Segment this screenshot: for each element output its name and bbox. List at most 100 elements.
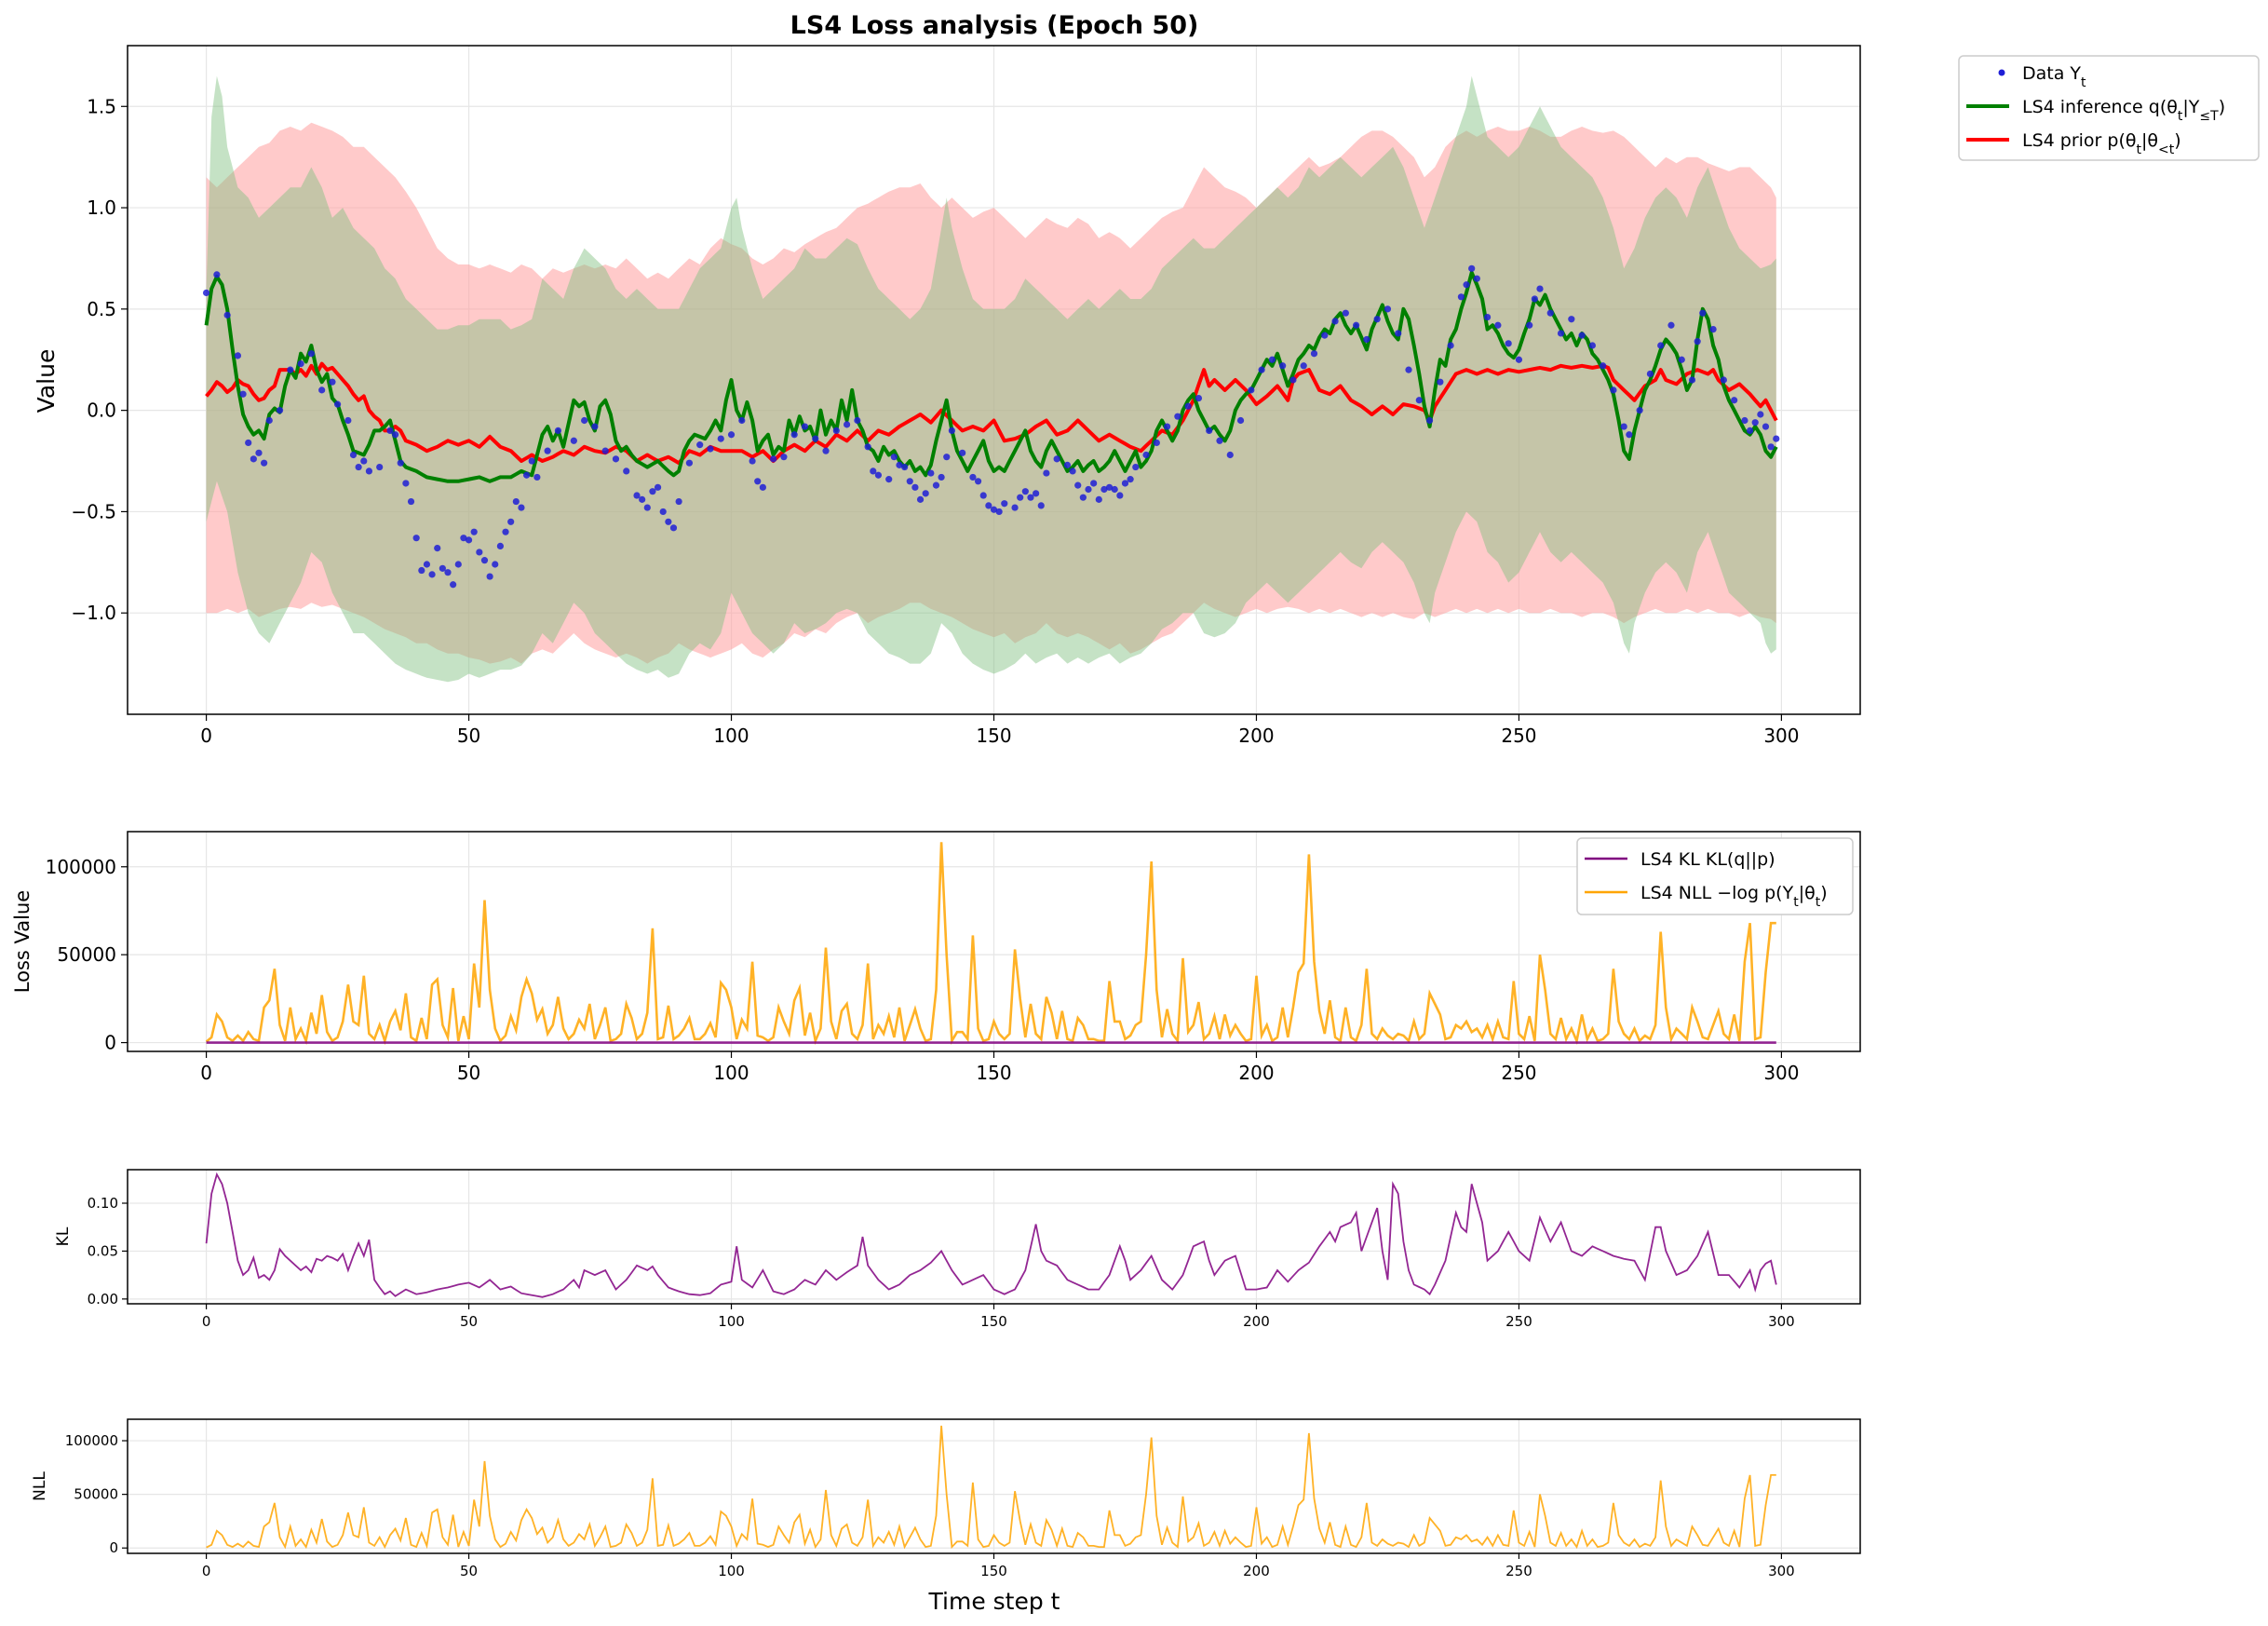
data-point (344, 416, 352, 425)
x-tick-label: 100 (718, 1313, 745, 1330)
data-point (1226, 451, 1234, 459)
data-point (1773, 435, 1780, 442)
panel-kl: 0 50 100 150 200 250 300 0.00 0.05 0.10 KL (54, 1169, 1861, 1330)
data-point (213, 271, 221, 278)
data-point (969, 473, 977, 481)
data-point (512, 497, 520, 506)
data-point (1531, 295, 1538, 303)
data-point (707, 445, 714, 453)
data-point (780, 454, 788, 461)
data-point (759, 483, 766, 491)
data-point (717, 435, 724, 442)
panel-main: 0 50 100 150 200 250 300 −1.0−0.50.00.51.01.5 … (33, 45, 1861, 747)
data-point (1331, 318, 1339, 325)
data-point (386, 427, 394, 434)
data-point (696, 441, 704, 449)
data-point (1731, 397, 1738, 404)
x-tick-label: 150 (980, 1563, 1007, 1579)
data-point (1111, 485, 1118, 494)
panel-kl-grid (128, 1170, 1860, 1304)
data-point (492, 561, 499, 568)
data-point (1216, 437, 1223, 444)
panel-nll-grid (128, 1419, 1860, 1553)
data-point (528, 457, 535, 465)
x-tick-label: 300 (1768, 1313, 1795, 1330)
data-point (397, 459, 404, 467)
data-point (261, 459, 268, 467)
data-point (874, 471, 883, 479)
data-point (612, 455, 620, 463)
data-point (901, 463, 909, 471)
data-point (1578, 332, 1586, 339)
data-point (938, 473, 945, 481)
panel-loss-yticks: 0 50000 100000 (46, 856, 128, 1054)
data-point (1757, 411, 1764, 418)
data-point (654, 483, 662, 491)
data-point (412, 535, 420, 542)
x-tick-label: 200 (1238, 1062, 1274, 1084)
data-point (1090, 480, 1098, 487)
data-point (1033, 490, 1040, 497)
data-point (1437, 378, 1444, 386)
data-point (223, 311, 231, 318)
legend-nll-label: LS4 NLL −log p(Yt|θt) (1640, 883, 1828, 910)
data-point (1610, 386, 1617, 394)
x-tick-label: 150 (980, 1313, 1007, 1330)
legend-loss: LS4 KL KL(q||p) LS4 NLL −log p(Yt|θt) (1576, 837, 1854, 915)
data-point (1447, 342, 1454, 349)
panel-main-lines (204, 270, 1778, 483)
data-point (916, 495, 925, 503)
data-point (1526, 321, 1533, 329)
data-point (1342, 309, 1349, 317)
data-point (864, 443, 871, 451)
data-point (1289, 376, 1297, 384)
data-point (649, 488, 656, 495)
data-point (1557, 330, 1565, 337)
data-point (1011, 504, 1019, 511)
x-tick-label: 200 (1243, 1563, 1270, 1579)
panel-nll-lines (206, 1425, 1776, 1550)
data-point (533, 473, 541, 481)
data-point (1515, 356, 1523, 363)
data-point (202, 289, 210, 297)
data-point (1001, 500, 1008, 508)
data-point (1494, 321, 1502, 329)
data-point (1021, 488, 1029, 495)
data-point (1636, 407, 1643, 414)
data-point (754, 478, 762, 485)
data-point (360, 457, 368, 465)
data-point (591, 423, 599, 430)
x-tick-label: 250 (1505, 1563, 1532, 1579)
data-point (518, 504, 525, 511)
data-point (554, 427, 562, 434)
data-point (1484, 313, 1492, 321)
y-tick-label: 1.5 (87, 95, 116, 117)
panel-main-bands (206, 75, 1776, 683)
data-point (1363, 335, 1370, 344)
data-point (287, 366, 294, 373)
x-tick-label: 100 (713, 725, 749, 747)
data-point (1626, 431, 1633, 439)
legend-kl-label: LS4 KL KL(q||p) (1640, 849, 1775, 870)
y-tick-label: 0.05 (88, 1242, 118, 1259)
panel-main-xticks: 0 50 100 150 200 250 300 (200, 714, 1800, 747)
data-point (1069, 467, 1076, 475)
data-point (1184, 402, 1192, 410)
data-point (922, 490, 929, 497)
data-point (896, 461, 903, 468)
data-point (502, 528, 509, 535)
data-point (1568, 316, 1575, 323)
data-point (943, 454, 951, 461)
data-point (1657, 342, 1665, 349)
y-tick-label: 0.10 (88, 1195, 118, 1212)
data-point (444, 569, 452, 576)
x-axis-label: Time step t (928, 1588, 1060, 1615)
data-point (870, 467, 877, 475)
y-tick-label: 100000 (46, 856, 116, 878)
data-point (601, 447, 609, 454)
panel-kl-ylabel: KL (54, 1226, 73, 1246)
x-tick-label: 100 (718, 1563, 745, 1579)
data-point (407, 497, 415, 506)
data-point (496, 542, 504, 550)
